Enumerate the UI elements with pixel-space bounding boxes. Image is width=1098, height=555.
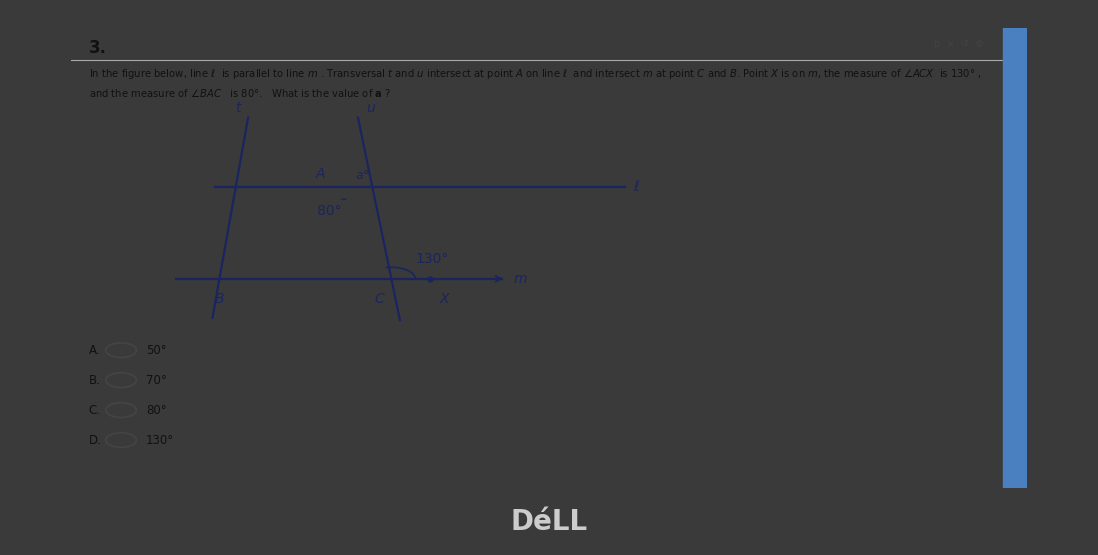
- Text: D.: D.: [89, 433, 101, 447]
- Text: $u$: $u$: [366, 101, 376, 115]
- Text: 130°: 130°: [146, 433, 173, 447]
- Text: and the measure of $\angle BAC$   is 80°.   What is the value of $\mathbf{a}$ ?: and the measure of $\angle BAC$ is 80°. …: [89, 87, 391, 99]
- Text: 70°: 70°: [146, 374, 167, 387]
- Text: $\ell$: $\ell$: [634, 179, 640, 194]
- Bar: [1002, 28, 1027, 488]
- Text: 3.: 3.: [89, 39, 107, 57]
- Text: $B$: $B$: [214, 292, 225, 306]
- Text: $m$: $m$: [513, 272, 527, 286]
- Text: $X$: $X$: [439, 292, 451, 306]
- Text: $a°$: $a°$: [355, 169, 370, 182]
- Text: $C$: $C$: [374, 292, 385, 306]
- Text: In the figure below, line $\ell$  is parallel to line $m$ . Transversal $t$ and : In the figure below, line $\ell$ is para…: [89, 67, 982, 81]
- Text: B.: B.: [89, 374, 100, 387]
- Text: DéLL: DéLL: [511, 508, 587, 536]
- Text: C.: C.: [89, 403, 101, 417]
- Text: A.: A.: [89, 344, 100, 357]
- Text: p  ×  ↺  ⚙: p × ↺ ⚙: [933, 39, 984, 49]
- Text: 130°: 130°: [415, 252, 449, 266]
- Text: $t$: $t$: [235, 101, 244, 115]
- Text: 80°: 80°: [146, 403, 167, 417]
- Text: 80°: 80°: [317, 204, 341, 218]
- Text: 50°: 50°: [146, 344, 167, 357]
- Text: $A$: $A$: [315, 167, 326, 181]
